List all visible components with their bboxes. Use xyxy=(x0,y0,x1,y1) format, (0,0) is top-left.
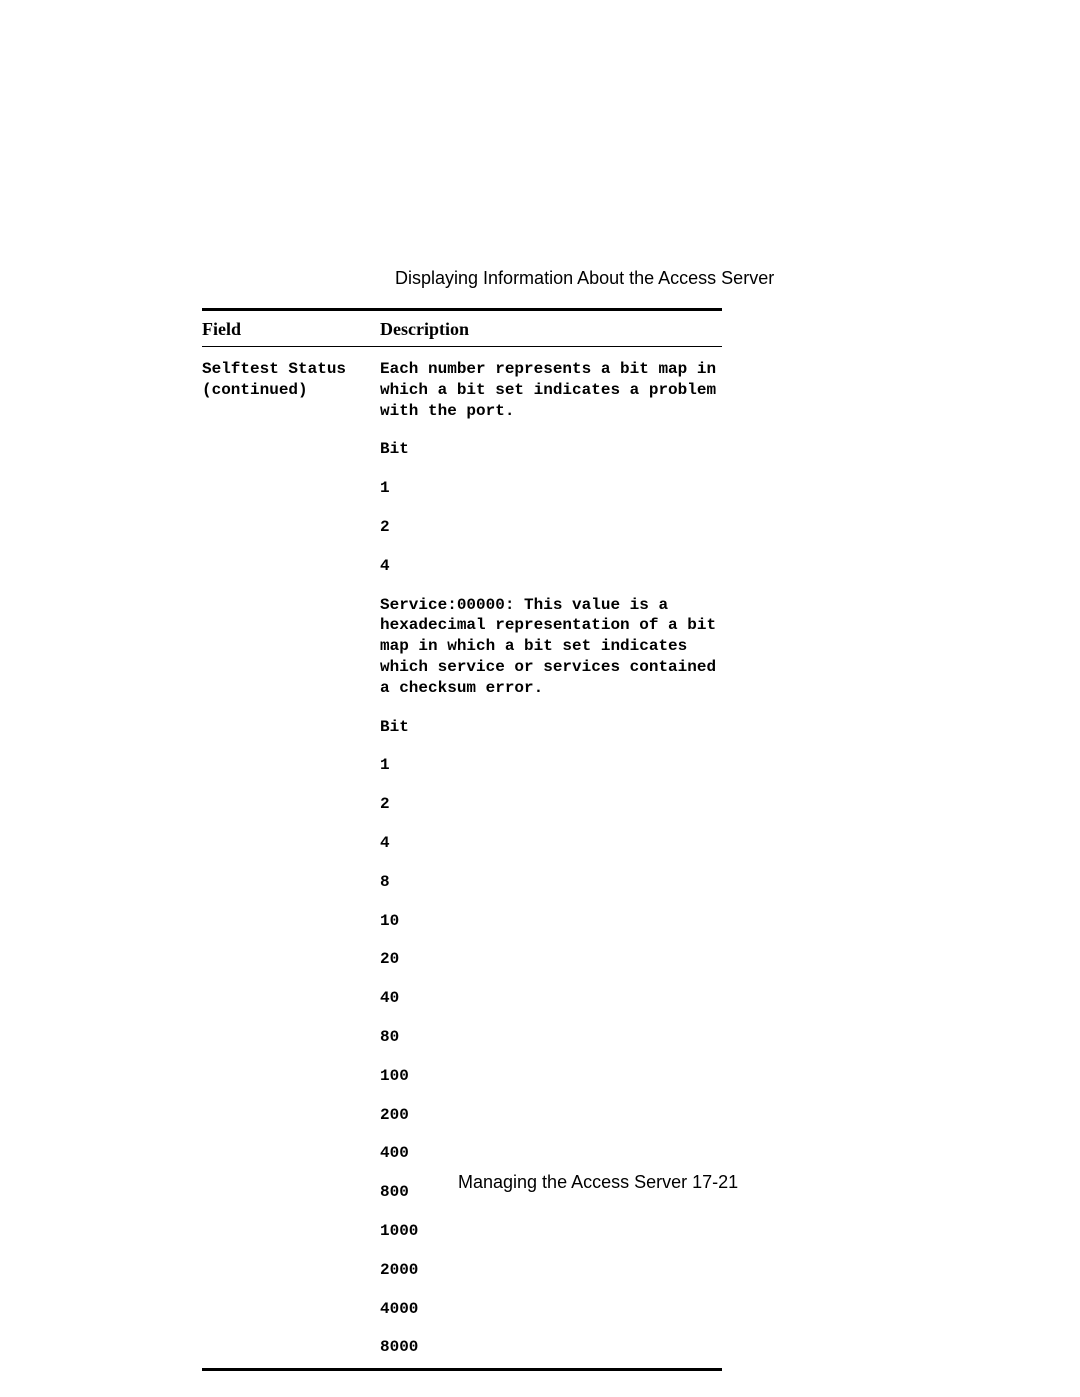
bit-value: 200 xyxy=(380,1105,722,1126)
bit-value: 1 xyxy=(380,755,722,776)
service-text: Service:00000: This value is a hexadecim… xyxy=(380,595,722,699)
bit-value: 1 xyxy=(380,478,722,499)
bit-value: 100 xyxy=(380,1066,722,1087)
table-header-row: Field Description xyxy=(202,311,722,346)
bit-value: 1000 xyxy=(380,1221,722,1242)
bit-value: 40 xyxy=(380,988,722,1009)
description-intro: Each number represents a bit map in whic… xyxy=(380,359,722,421)
bit-value: 8 xyxy=(380,872,722,893)
bit-value: 4 xyxy=(380,556,722,577)
bit-value: 2 xyxy=(380,517,722,538)
field-name-line2: (continued) xyxy=(202,380,380,401)
bit-value: 400 xyxy=(380,1143,722,1164)
field-description-table: Field Description Selftest Status (conti… xyxy=(202,308,722,1371)
field-name-line1: Selftest Status xyxy=(202,359,380,380)
bit-value: 8000 xyxy=(380,1337,722,1358)
bit-value: 20 xyxy=(380,949,722,970)
bit-value: 4 xyxy=(380,833,722,854)
page-footer: Managing the Access Server 17-21 xyxy=(458,1172,738,1193)
table-body-row: Selftest Status (continued) Each number … xyxy=(202,347,722,1368)
bit-value: 10 xyxy=(380,911,722,932)
bit-value: 2000 xyxy=(380,1260,722,1281)
header-description: Description xyxy=(380,319,722,340)
bit-heading-2: Bit xyxy=(380,717,722,738)
description-content: Each number represents a bit map in whic… xyxy=(380,359,722,1368)
bit-heading-1: Bit xyxy=(380,439,722,460)
bit-value: 80 xyxy=(380,1027,722,1048)
bit-value: 2 xyxy=(380,794,722,815)
header-field: Field xyxy=(202,319,380,340)
table-bottom-rule xyxy=(202,1368,722,1371)
field-name: Selftest Status (continued) xyxy=(202,359,380,1368)
bit-value: 4000 xyxy=(380,1299,722,1320)
page-section-title: Displaying Information About the Access … xyxy=(395,268,774,289)
